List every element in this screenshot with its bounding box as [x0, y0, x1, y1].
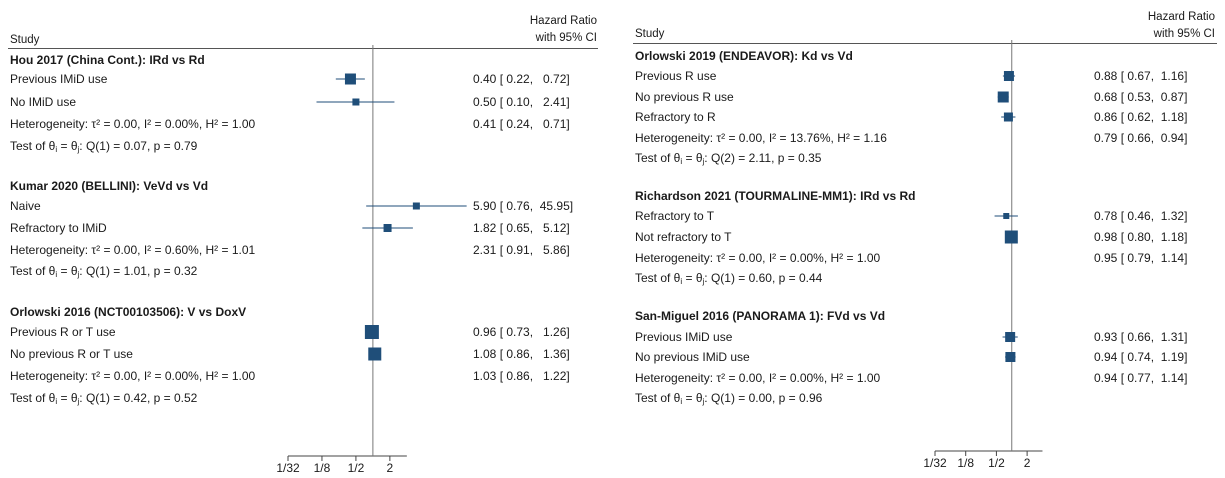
header-rule: [8, 48, 598, 49]
x-tick-label: 2: [1024, 456, 1031, 470]
homogeneity-test: Test of θi = θj: Q(1) = 0.00, p = 0.96: [635, 391, 823, 406]
point-estimate-square: [1005, 352, 1016, 362]
effect-column-subheader: with 95% CI: [535, 32, 597, 44]
group-title: Kumar 2020 (BELLINI): VeVd vs Vd: [10, 179, 209, 193]
row-ci-text: 0.40 [ 0.22, 0.72]: [473, 72, 570, 86]
row-ci-text: 1.08 [ 0.86, 1.36]: [473, 347, 570, 361]
row-ci-text: 0.93 [ 0.66, 1.31]: [1094, 330, 1188, 344]
row-label: Previous R use: [635, 69, 717, 83]
row-label: Previous IMiD use: [635, 330, 733, 344]
point-estimate-square: [1004, 230, 1018, 244]
x-tick-label: 1/8: [957, 456, 974, 470]
effect-column-header: Hazard Ratio: [1147, 11, 1215, 23]
heterogeneity-label: Heterogeneity: τ² = 0.00, I² = 0.00%, H²…: [635, 371, 881, 385]
row-label: Refractory to T: [635, 209, 715, 223]
study-column-header: Study: [635, 28, 665, 40]
x-tick-label: 1/2: [988, 456, 1005, 470]
overall-ci-text: 2.31 [ 0.91, 5.86]: [473, 243, 570, 257]
row-ci-text: 0.94 [ 0.74, 1.19]: [1094, 350, 1188, 364]
forest-plot-marks: 1/32 1/8 1/2 2: [923, 40, 1043, 470]
row-ci-text: 0.68 [ 0.53, 0.87]: [1094, 90, 1188, 104]
row-ci-text: 0.98 [ 0.80, 1.18]: [1094, 230, 1188, 244]
x-tick-label: 1/8: [314, 461, 331, 475]
overall-ci-text: 1.03 [ 0.86, 1.22]: [473, 369, 570, 383]
x-tick-label: 1/2: [348, 461, 365, 475]
heterogeneity-label: Heterogeneity: τ² = 0.00, I² = 0.00%, H²…: [635, 251, 881, 265]
row-label: Previous IMiD use: [10, 72, 108, 86]
row-label: Refractory to IMiD: [10, 221, 107, 235]
homogeneity-test: Test of θi = θj: Q(1) = 0.60, p = 0.44: [635, 271, 823, 286]
homogeneity-test: Test of θi = θj: Q(1) = 1.01, p = 0.32: [10, 264, 198, 279]
study-column-header: Study: [10, 34, 40, 46]
point-estimate-square: [344, 73, 356, 85]
homogeneity-test: Test of θi = θj: Q(2) = 2.11, p = 0.35: [635, 151, 822, 166]
heterogeneity-label: Heterogeneity: τ² = 0.00, I² = 0.60%, H²…: [10, 243, 256, 257]
row-ci-text: 5.90 [ 0.76, 45.95]: [473, 199, 574, 213]
row-ci-text: 0.86 [ 0.62, 1.18]: [1094, 110, 1188, 124]
group-title: Orlowski 2019 (ENDEAVOR): Kd vs Vd: [635, 49, 853, 63]
x-tick-label: 1/32: [923, 456, 947, 470]
point-estimate-square: [1003, 71, 1014, 81]
point-estimate-square: [352, 98, 360, 106]
point-estimate-square: [412, 202, 420, 210]
group-title: San-Miguel 2016 (PANORAMA 1): FVd vs Vd: [635, 309, 886, 323]
heterogeneity-label: Heterogeneity: τ² = 0.00, I² = 0.00%, H²…: [10, 117, 256, 131]
point-estimate-square: [364, 325, 379, 339]
heterogeneity-label: Heterogeneity: τ² = 0.00, I² = 0.00%, H²…: [10, 369, 256, 383]
row-label: No previous R or T use: [10, 347, 133, 361]
row-ci-text: 0.50 [ 0.10, 2.41]: [473, 95, 570, 109]
group-title: Richardson 2021 (TOURMALINE-MM1): IRd vs…: [635, 189, 916, 203]
effect-column-subheader: with 95% CI: [1153, 28, 1215, 40]
point-estimate-square: [1005, 332, 1016, 342]
point-estimate-square: [1003, 112, 1013, 122]
row-label: No previous R use: [635, 90, 734, 104]
row-label: Refractory to R: [635, 110, 716, 124]
x-tick-label: 2: [387, 461, 394, 475]
x-tick-label: 1/32: [276, 461, 300, 475]
overall-ci-text: 0.94 [ 0.77, 1.14]: [1094, 371, 1188, 385]
homogeneity-test: Test of θi = θj: Q(1) = 0.07, p = 0.79: [10, 139, 198, 154]
effect-column-header: Hazard Ratio: [529, 15, 597, 27]
row-ci-text: 0.88 [ 0.67, 1.16]: [1094, 69, 1188, 83]
row-label: No previous IMiD use: [635, 350, 750, 364]
row-label: Not refractory to T: [635, 230, 732, 244]
forest-plot-right: Study Hazard Ratio with 95% CI Orlowski …: [626, 0, 1225, 478]
overall-ci-text: 0.41 [ 0.24, 0.71]: [473, 117, 570, 131]
row-label: Naive: [10, 199, 41, 213]
row-ci-text: 0.78 [ 0.46, 1.32]: [1094, 209, 1188, 223]
overall-ci-text: 0.95 [ 0.79, 1.14]: [1094, 251, 1188, 265]
homogeneity-test: Test of θi = θj: Q(1) = 0.42, p = 0.52: [10, 391, 198, 406]
point-estimate-square: [997, 91, 1009, 103]
point-estimate-square: [368, 347, 382, 361]
row-ci-text: 1.82 [ 0.65, 5.12]: [473, 221, 570, 235]
group-title: Orlowski 2016 (NCT00103506): V vs DoxV: [10, 305, 247, 319]
row-label: Previous R or T use: [10, 325, 116, 339]
group-title: Hou 2017 (China Cont.): IRd vs Rd: [10, 53, 205, 67]
heterogeneity-label: Heterogeneity: τ² = 0.00, I² = 13.76%, H…: [635, 131, 887, 145]
point-estimate-square: [1003, 213, 1010, 219]
row-label: No IMiD use: [10, 95, 77, 109]
point-estimate-square: [383, 224, 392, 232]
forest-plot-marks: 1/32 1/8 1/2 2: [276, 45, 467, 475]
forest-plot-left: Study Hazard Ratio with 95% CI Hou 2017 …: [0, 0, 612, 478]
row-ci-text: 0.96 [ 0.73, 1.26]: [473, 325, 570, 339]
header-rule: [633, 43, 1217, 44]
overall-ci-text: 0.79 [ 0.66, 0.94]: [1094, 131, 1188, 145]
